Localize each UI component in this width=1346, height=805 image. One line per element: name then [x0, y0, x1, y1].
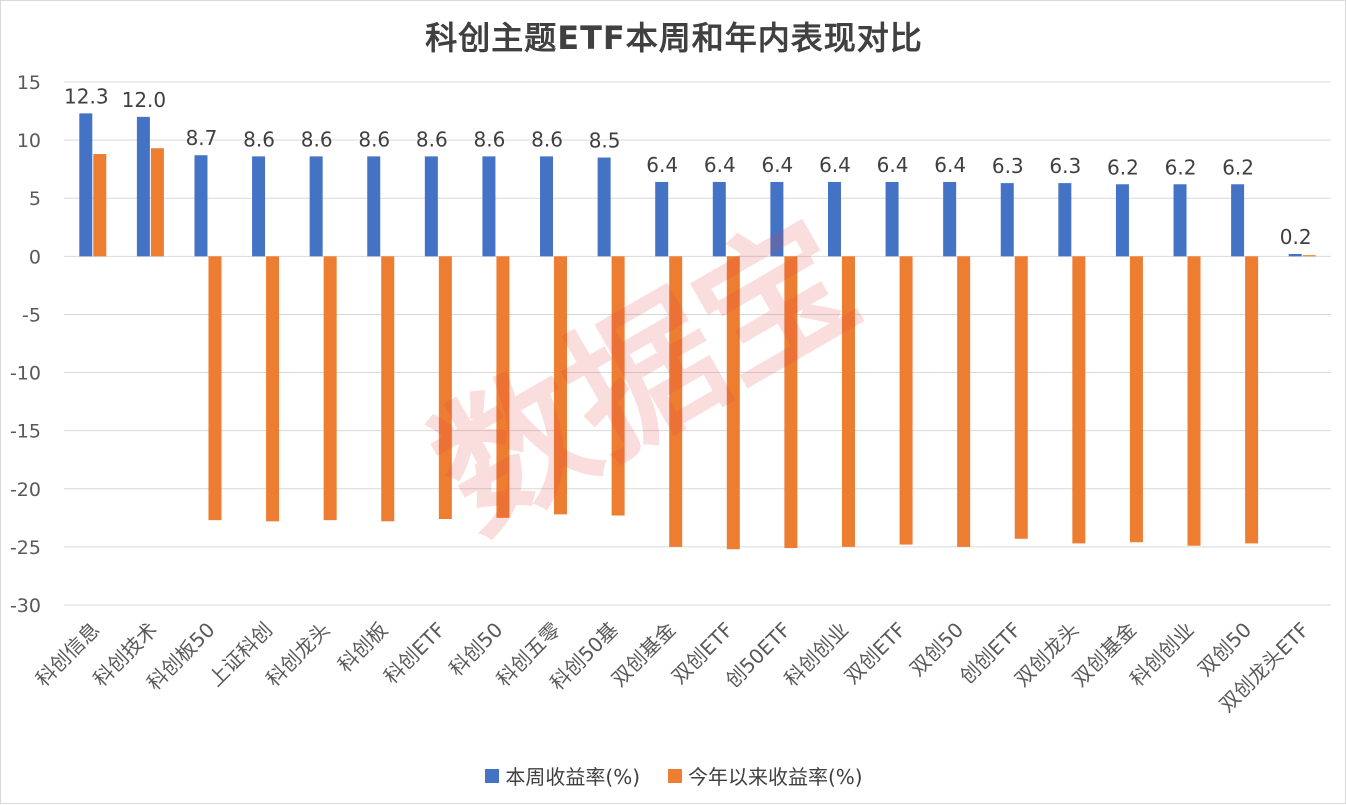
y-tick-label: -20 [10, 479, 41, 501]
bar-ytd [1014, 256, 1028, 539]
data-label-weekly: 8.6 [416, 127, 448, 151]
data-label-weekly: 8.6 [531, 127, 563, 151]
bar-weekly [597, 157, 611, 257]
bar-ytd [93, 154, 107, 257]
bar-ytd [381, 256, 395, 522]
y-tick-label: -5 [22, 304, 41, 326]
bar-ytd [554, 256, 568, 515]
x-tick-label: 科创ETF [379, 618, 450, 689]
y-tick-label: 5 [29, 188, 41, 210]
legend-label-weekly: 本周收益率(%) [505, 765, 640, 789]
x-tick-label: 科创创业 [1125, 618, 1199, 692]
bar-ytd [899, 256, 913, 545]
bar-weekly [367, 156, 381, 257]
y-tick-label: -15 [10, 421, 41, 443]
data-label-weekly: 8.7 [186, 126, 218, 150]
data-label-weekly: 6.3 [992, 154, 1024, 178]
data-label-weekly: 6.4 [704, 153, 736, 177]
bar-ytd [957, 256, 971, 547]
bar-weekly [885, 181, 899, 257]
legend-swatch-weekly [485, 768, 500, 783]
y-tick-label: 15 [17, 72, 41, 94]
bar-ytd [266, 256, 280, 522]
bar-ytd [208, 256, 222, 521]
bar-weekly [424, 156, 438, 257]
bar-ytd [438, 256, 452, 519]
data-label-weekly: 8.6 [243, 127, 275, 151]
bar-weekly [252, 156, 266, 257]
bar-ytd [496, 256, 510, 518]
legend-label-ytd: 今年以来收益率(%) [688, 765, 863, 789]
bar-weekly [1288, 254, 1302, 257]
legend-item-ytd: 今年以来收益率(%) [668, 761, 863, 790]
y-tick-label: 10 [17, 130, 41, 152]
bar-ytd [726, 256, 740, 550]
bar-weekly [540, 156, 554, 257]
bar-weekly [827, 181, 841, 257]
data-label-weekly: 6.2 [1107, 155, 1139, 179]
bar-ytd [1129, 256, 1143, 543]
bar-ytd [1187, 256, 1201, 546]
data-label-weekly: 6.2 [1222, 155, 1254, 179]
y-tick-label: -30 [10, 595, 41, 617]
legend-swatch-ytd [668, 768, 682, 783]
bar-weekly [1115, 184, 1129, 257]
bar-ytd [150, 148, 164, 257]
bar-weekly [1173, 184, 1187, 257]
bar-weekly [655, 181, 669, 257]
x-tick-label: 科创创业 [779, 618, 853, 692]
data-label-weekly: 8.5 [589, 129, 621, 153]
y-tick-label: -10 [10, 363, 41, 385]
data-label-weekly: 6.4 [934, 153, 966, 177]
bar-weekly [309, 156, 323, 257]
legend-item-weekly: 本周收益率(%) [485, 761, 640, 790]
bar-weekly [79, 113, 93, 257]
data-label-weekly: 6.4 [819, 153, 851, 177]
data-label-weekly: 12.0 [122, 88, 167, 112]
x-tick-label: 双创基金 [607, 618, 681, 692]
data-label-weekly: 8.6 [474, 127, 506, 151]
bar-ytd [1072, 256, 1086, 544]
chart-title: 科创主题ETF本周和年内表现对比 [425, 19, 923, 57]
bar-ytd [323, 256, 337, 521]
bar-ytd [784, 256, 798, 549]
bar-ytd [1245, 256, 1259, 544]
data-label-weekly: 8.6 [358, 127, 390, 151]
y-tick-label: -25 [10, 537, 41, 559]
data-label-weekly: 6.4 [646, 153, 678, 177]
bar-ytd [611, 256, 625, 516]
bar-weekly [943, 181, 957, 257]
bar-weekly [482, 156, 496, 257]
data-label-weekly: 8.6 [301, 127, 333, 151]
data-label-weekly: 6.2 [1165, 155, 1197, 179]
x-tick-label: 科创龙头 [261, 618, 335, 692]
watermark-stamp: 数据宝 [407, 189, 884, 565]
data-label-weekly: 0.2 [1280, 225, 1312, 249]
bar-ytd [1302, 255, 1316, 257]
data-label-weekly: 6.3 [1049, 154, 1081, 178]
bar-weekly [1000, 183, 1014, 257]
bar-weekly [194, 155, 208, 257]
x-tick-label: 双创ETF [840, 618, 911, 689]
bar-weekly [770, 181, 784, 257]
bar-weekly [712, 181, 726, 257]
bar-weekly [136, 116, 150, 257]
y-tick-label: 0 [29, 246, 41, 268]
data-label-weekly: 6.4 [877, 153, 909, 177]
data-label-weekly: 6.4 [761, 153, 793, 177]
legend: 本周收益率(%) 今年以来收益率(%) [1, 761, 1346, 790]
data-label-weekly: 12.3 [64, 84, 109, 108]
bar-ytd [669, 256, 683, 547]
bar-ytd [841, 256, 855, 547]
bar-weekly [1231, 184, 1245, 257]
bar-weekly [1058, 183, 1072, 257]
